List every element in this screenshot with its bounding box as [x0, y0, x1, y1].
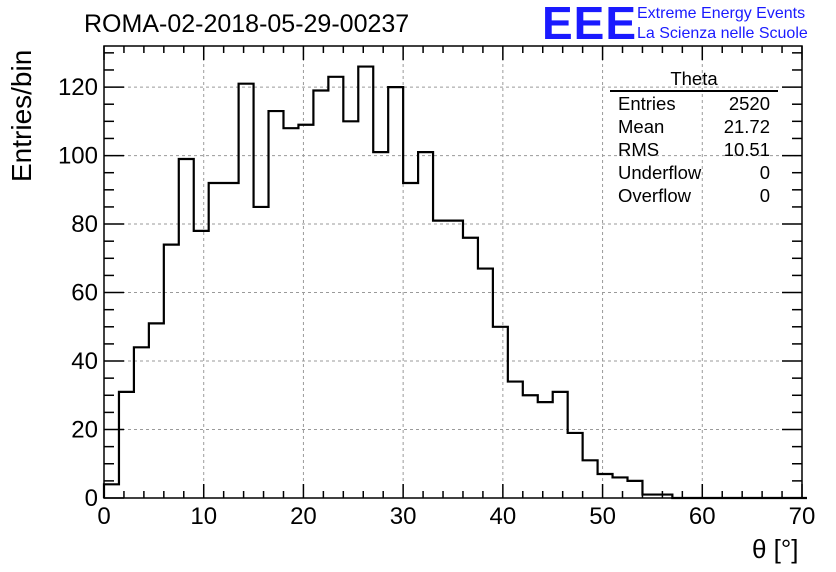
x-axis-label: θ [°]	[752, 534, 799, 564]
histogram-series	[102, 65, 807, 500]
stats-row-entries: Entries 2520	[610, 92, 778, 115]
stats-row-overflow: Overflow 0	[610, 184, 778, 207]
logo-line-2: La Scienza nelle Scuole	[637, 25, 808, 42]
stats-value: 0	[759, 185, 770, 206]
plot-frame	[103, 45, 803, 499]
eee-logo: EEE	[542, 0, 638, 49]
stats-value: 21.72	[723, 116, 770, 137]
y-tick-label: 80	[71, 211, 98, 238]
stats-row-mean: Mean 21.72	[610, 115, 778, 138]
stats-title: Theta	[610, 68, 778, 92]
stats-label: RMS	[618, 139, 660, 160]
stats-label: Underflow	[618, 162, 702, 183]
stats-label: Overflow	[618, 185, 691, 206]
y-axis-label: Entries/bin	[6, 49, 37, 182]
x-tick-label: 20	[290, 503, 317, 530]
stats-value: 2520	[728, 93, 770, 114]
stats-box: Theta Entries 2520 Mean 21.72 RMS 10.51 …	[610, 68, 778, 207]
stats-label: Entries	[618, 93, 676, 114]
x-tick-label: 60	[689, 503, 716, 530]
logo-caption: Extreme Energy Events La Scienza nelle S…	[637, 4, 808, 44]
stats-value: 0	[759, 162, 770, 183]
y-tick-label: 20	[71, 417, 98, 444]
y-tick-label: 40	[71, 348, 98, 375]
y-tick-label: 0	[85, 485, 98, 512]
chart-title: ROMA-02-2018-05-29-00237	[84, 10, 410, 38]
tick-labels: 0 10 20 30 40 50 60 70 0 20 40 60 80 100 120	[58, 74, 815, 530]
stats-value: 10.51	[723, 139, 770, 160]
y-tick-label: 120	[58, 74, 98, 101]
x-tick-label: 50	[589, 503, 616, 530]
logo-line-1: Extreme Energy Events	[637, 5, 806, 22]
y-tick-label: 100	[58, 143, 98, 170]
x-tick-label: 70	[789, 503, 816, 530]
x-tick-label: 40	[490, 503, 517, 530]
stats-row-underflow: Underflow 0	[610, 161, 778, 184]
y-tick-label: 60	[71, 280, 98, 307]
x-tick-label: 10	[190, 503, 217, 530]
grid-lines	[104, 46, 802, 498]
stats-row-rms: RMS 10.51	[610, 138, 778, 161]
x-tick-label: 30	[390, 503, 417, 530]
stats-label: Mean	[618, 116, 665, 137]
axis-ticks	[103, 46, 803, 499]
x-tick-label: 0	[97, 503, 110, 530]
